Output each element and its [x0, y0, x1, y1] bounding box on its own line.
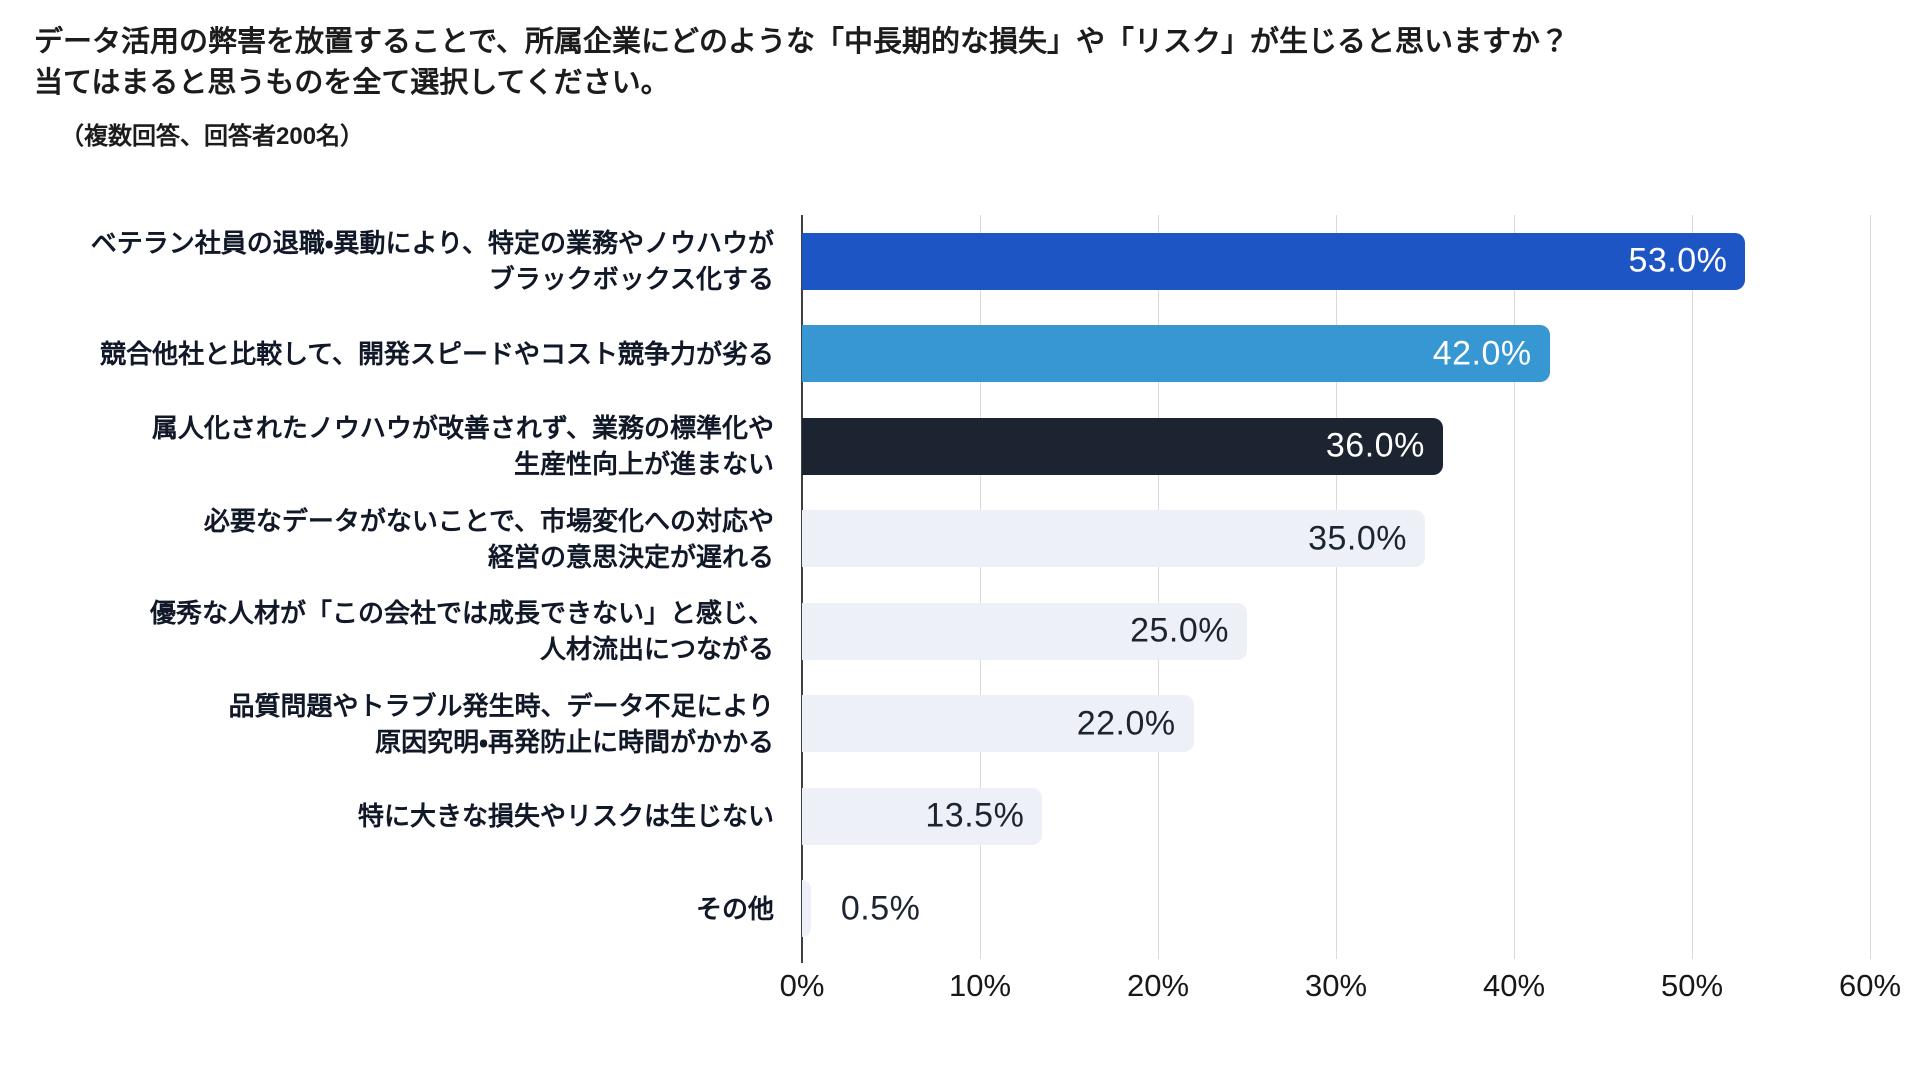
bar: 36.0% — [802, 417, 1443, 475]
gridline — [1514, 215, 1515, 959]
value-label: 42.0% — [1432, 334, 1532, 373]
gridline — [980, 215, 981, 959]
category-label: 品質問題やトラブル発生時、データ不足により 原因究明・再発防止に時間がかかる — [228, 690, 774, 757]
value-label: 22.0% — [1076, 704, 1176, 743]
gridline — [1691, 215, 1693, 959]
category-label: 特に大きな損失やリスクは生じない — [357, 801, 774, 832]
page-title-line2: 当てはまると思うものを全て選択してください。 — [34, 67, 670, 99]
category-label: その他 — [695, 893, 774, 924]
x-tick-label: 30% — [1304, 968, 1368, 1003]
value-label: 53.0% — [1628, 241, 1728, 280]
bar: 13.5% — [802, 787, 1043, 845]
page-title-line1: データ活用の弊害を放置することで、所属企業にどのような「中長期的な損失」や「リス… — [34, 26, 1569, 58]
gridlines — [801, 215, 1871, 963]
bar-row: 42.0% — [802, 308, 1870, 401]
bar: 0.5% — [802, 880, 920, 938]
bar-row: 13.5% — [802, 770, 1870, 863]
gridline — [1157, 215, 1159, 959]
page-title: データ活用の弊害を放置することで、所属企業にどのような「中長期的な損失」や「リス… — [34, 22, 1894, 104]
category-label: ベテラン社員の退職・異動により、特定の業務やノウハウが ブラックボックス化する — [90, 228, 774, 295]
bar: 22.0% — [802, 695, 1194, 753]
x-tick-label: 10% — [948, 968, 1012, 1003]
category-label: 必要なデータがないことで、市場変化への対応や 経営の意思決定が遅れる — [203, 505, 774, 572]
gridline — [1870, 215, 1871, 959]
page-header: データ活用の弊害を放置することで、所属企業にどのような「中長期的な損失」や「リス… — [34, 22, 1894, 151]
bar-row: 35.0% — [802, 493, 1870, 586]
category-label: 優秀な人材が「この会社では成長できない」と感じ、 人材流出につながる — [149, 598, 774, 665]
category-label: 属人化されたノウハウが改善されず、業務の標準化や 生産性向上が進まない — [151, 413, 774, 480]
bar-rows: 53.0% 42.0% 36.0% 35.0% 25.0% — [802, 215, 1870, 955]
x-tick-label: 40% — [1482, 968, 1546, 1003]
bar-row: 22.0% — [802, 678, 1870, 771]
bar-row: 25.0% — [802, 585, 1870, 678]
x-tick-label: 50% — [1660, 968, 1724, 1003]
value-label: 13.5% — [925, 796, 1025, 835]
chart-subtitle: （複数回答、回答者200名） — [60, 123, 365, 150]
value-label: 0.5% — [840, 889, 921, 928]
category-axis: ベテラン社員の退職・異動により、特定の業務やノウハウが ブラックボックス化する … — [0, 215, 788, 955]
x-axis: 0% 10% 20% 30% 40% 50% 60% — [780, 968, 1901, 1008]
gridline — [1336, 215, 1337, 959]
value-label: 25.0% — [1130, 611, 1229, 650]
bar-row: 36.0% — [802, 400, 1870, 493]
x-tick-label: 20% — [1126, 968, 1190, 1003]
bar: 35.0% — [802, 510, 1425, 568]
bar-row: 53.0% — [802, 215, 1870, 308]
plot-area: 53.0% 42.0% 36.0% 35.0% 25.0% — [801, 215, 1871, 963]
bar: 25.0% — [802, 602, 1247, 660]
bar-row: 0.5% — [802, 863, 1870, 956]
axis-line — [801, 215, 803, 963]
category-label: 競合他社と比較して、開発スピードやコスト競争力が劣る — [100, 338, 774, 369]
bar: 42.0% — [802, 325, 1550, 383]
value-label: 35.0% — [1308, 519, 1407, 558]
value-label: 36.0% — [1325, 426, 1425, 465]
x-tick-label: 60% — [1838, 968, 1902, 1003]
bar: 53.0% — [802, 232, 1746, 290]
x-tick-label: 0% — [779, 968, 825, 1003]
